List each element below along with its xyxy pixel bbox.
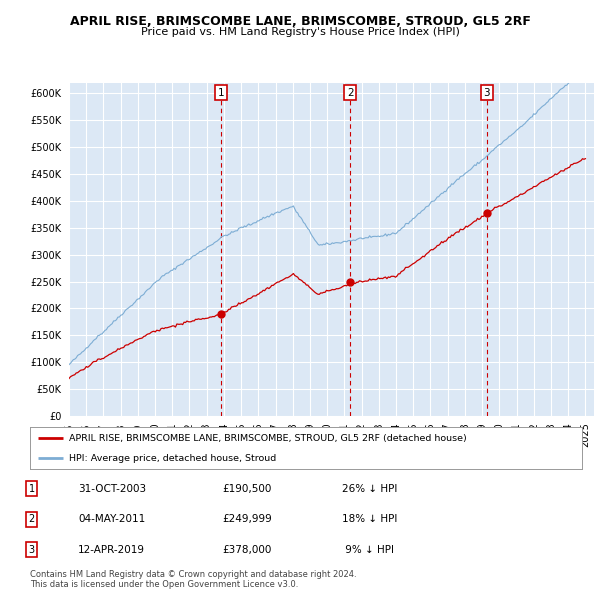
Text: 2: 2	[29, 514, 35, 524]
Text: 18% ↓ HPI: 18% ↓ HPI	[342, 514, 397, 524]
Text: 26% ↓ HPI: 26% ↓ HPI	[342, 484, 397, 493]
Text: 9% ↓ HPI: 9% ↓ HPI	[342, 545, 394, 555]
Text: £190,500: £190,500	[222, 484, 271, 493]
Text: 3: 3	[484, 87, 490, 97]
Text: 3: 3	[29, 545, 35, 555]
Text: 1: 1	[29, 484, 35, 493]
Text: 2: 2	[347, 87, 353, 97]
Text: HPI: Average price, detached house, Stroud: HPI: Average price, detached house, Stro…	[68, 454, 276, 463]
Text: APRIL RISE, BRIMSCOMBE LANE, BRIMSCOMBE, STROUD, GL5 2RF: APRIL RISE, BRIMSCOMBE LANE, BRIMSCOMBE,…	[70, 15, 530, 28]
Text: £249,999: £249,999	[222, 514, 272, 524]
Text: APRIL RISE, BRIMSCOMBE LANE, BRIMSCOMBE, STROUD, GL5 2RF (detached house): APRIL RISE, BRIMSCOMBE LANE, BRIMSCOMBE,…	[68, 434, 466, 443]
Text: Price paid vs. HM Land Registry's House Price Index (HPI): Price paid vs. HM Land Registry's House …	[140, 27, 460, 37]
Text: £378,000: £378,000	[222, 545, 271, 555]
Text: 1: 1	[218, 87, 224, 97]
Text: 31-OCT-2003: 31-OCT-2003	[78, 484, 146, 493]
Text: 04-MAY-2011: 04-MAY-2011	[78, 514, 145, 524]
Text: 12-APR-2019: 12-APR-2019	[78, 545, 145, 555]
Text: Contains HM Land Registry data © Crown copyright and database right 2024.
This d: Contains HM Land Registry data © Crown c…	[30, 570, 356, 589]
